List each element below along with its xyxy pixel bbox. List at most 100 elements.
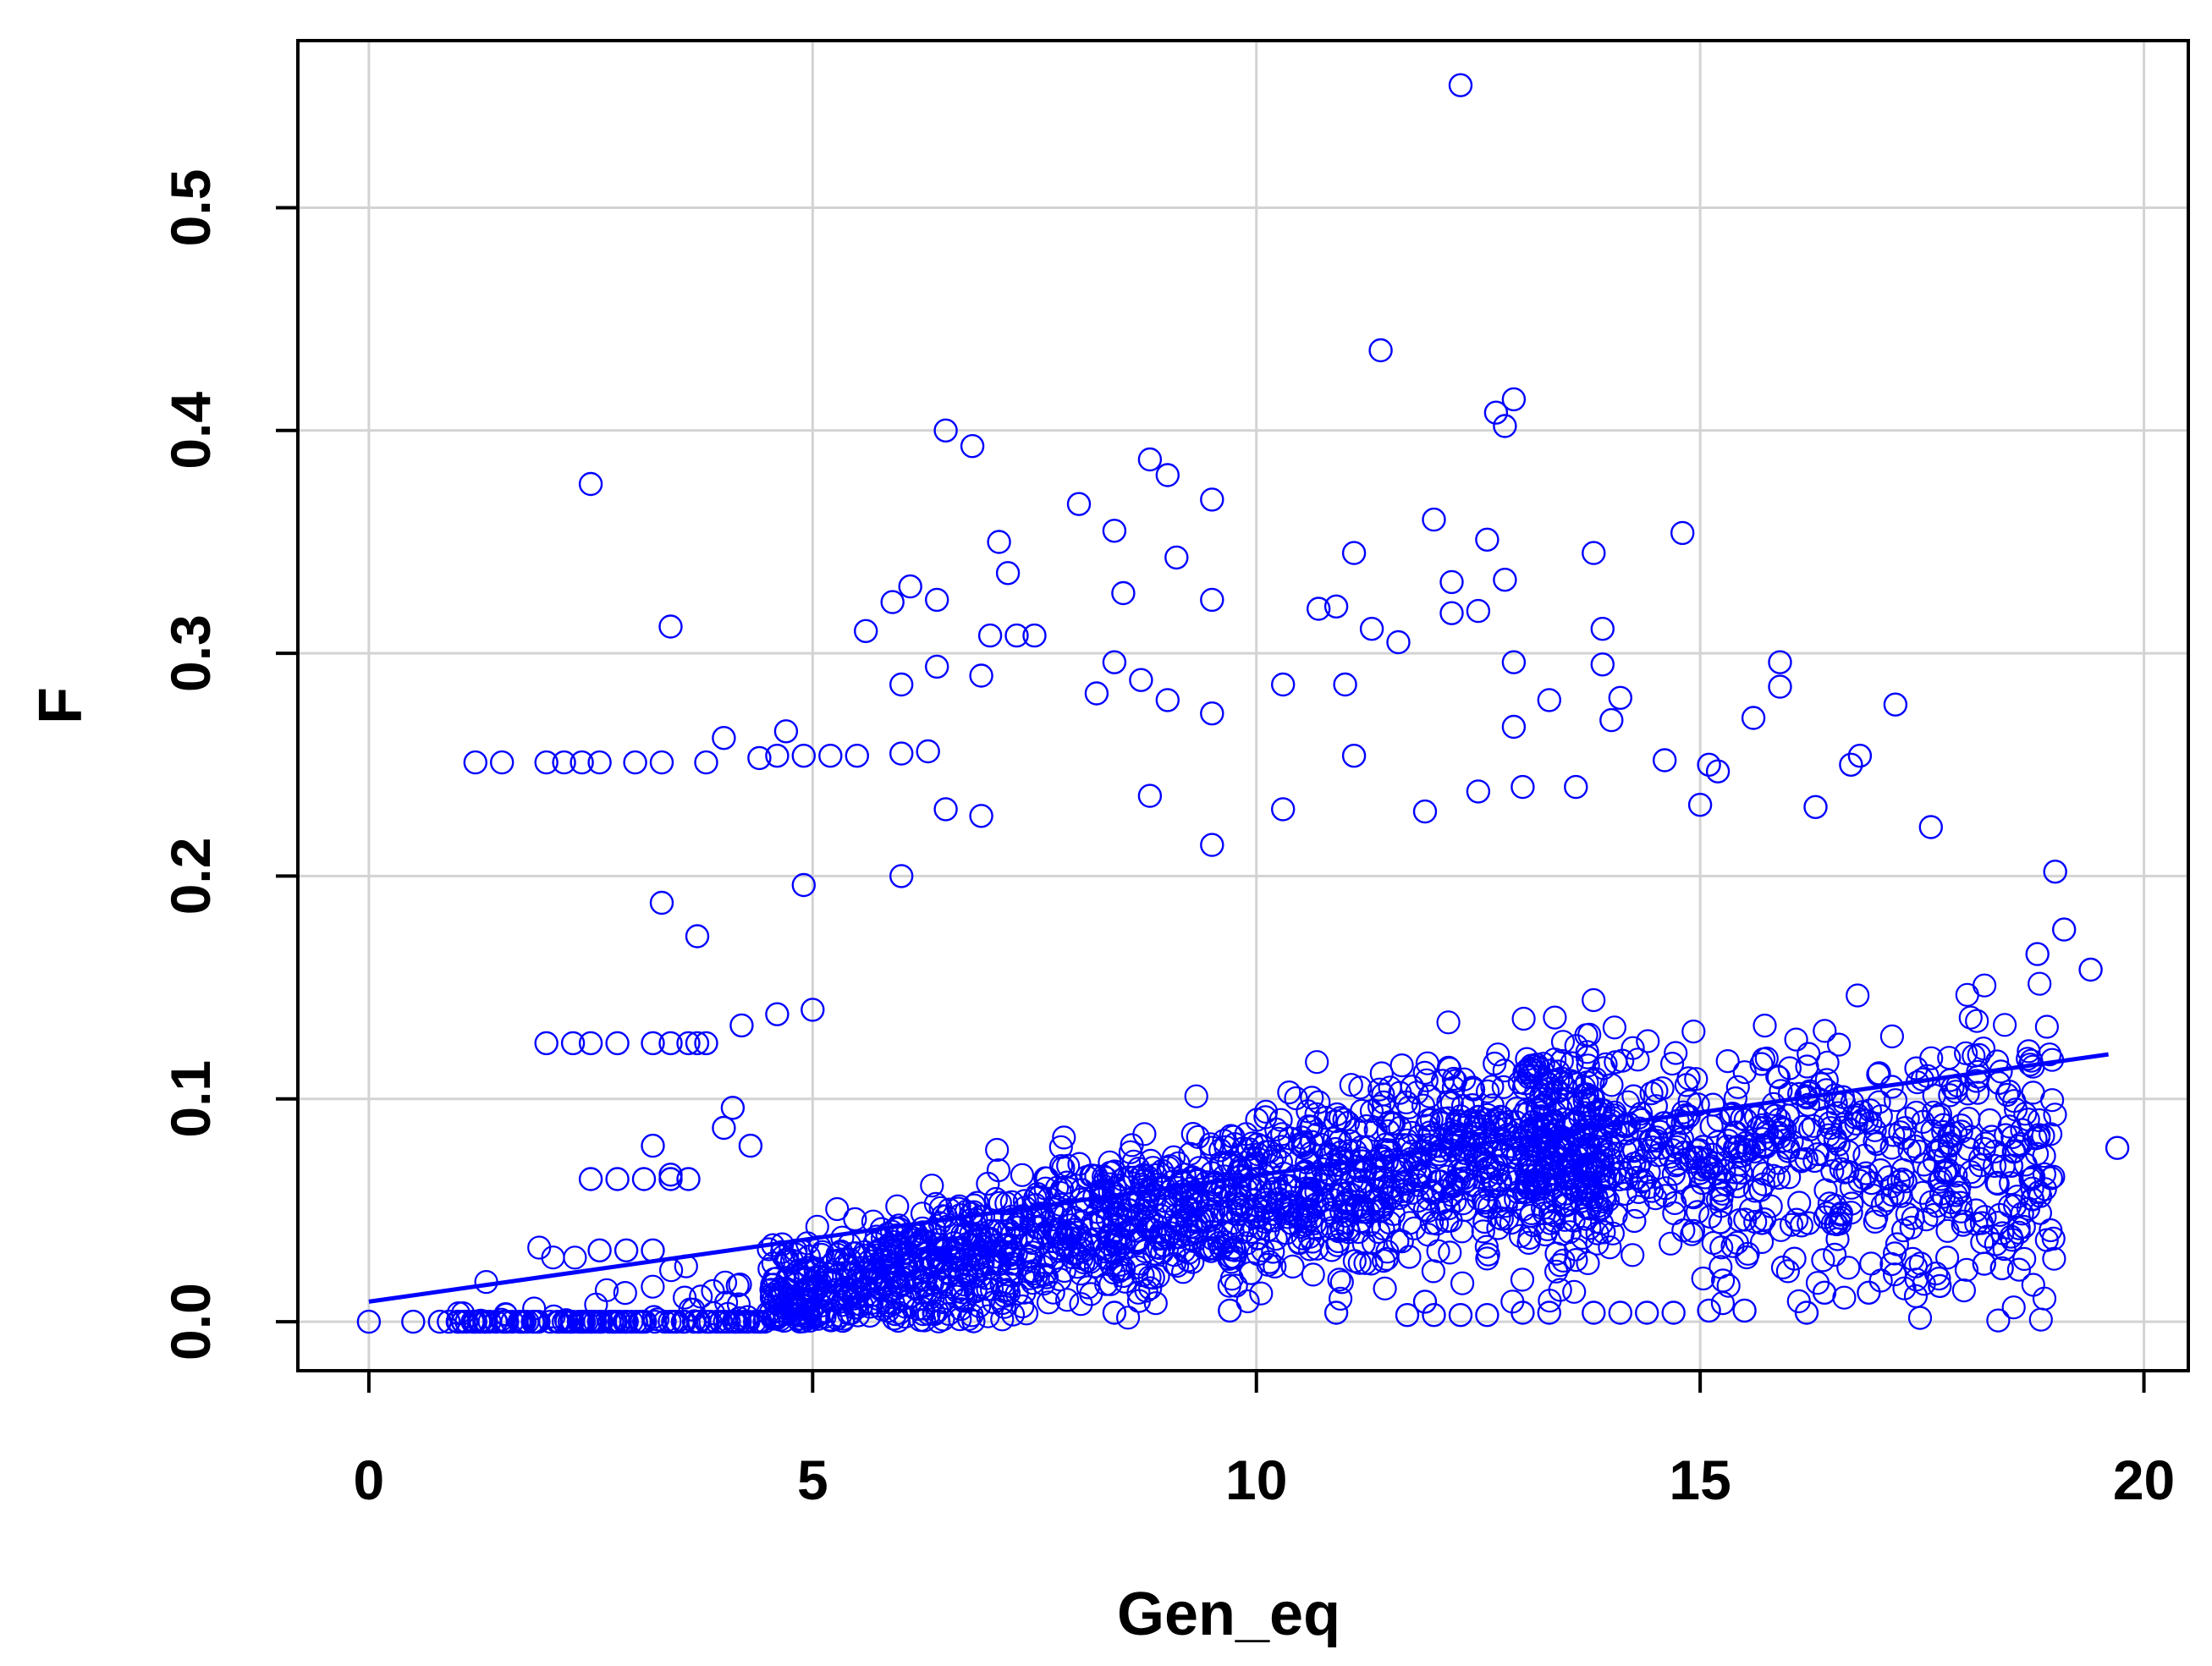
data-point — [1218, 1298, 1242, 1323]
data-point — [1466, 779, 1491, 804]
data-point — [1022, 623, 1047, 648]
data-point — [641, 1133, 665, 1158]
fit-line-group — [368, 1052, 2109, 1304]
data-point — [1847, 744, 1873, 768]
data-point — [1270, 797, 1296, 822]
data-point — [2078, 957, 2103, 982]
data-point — [1341, 744, 1367, 768]
data-point — [552, 750, 576, 775]
data-point — [1608, 1300, 1633, 1325]
data-point — [1386, 630, 1411, 655]
data-point — [1475, 1302, 1499, 1328]
data-point — [1537, 688, 1562, 712]
y-tick-label: 0.1 — [159, 1060, 222, 1138]
data-point — [1368, 338, 1393, 363]
data-point — [1493, 414, 1517, 438]
x-tick-label: 0 — [354, 1449, 385, 1511]
data-point — [1564, 774, 1588, 800]
data-point — [570, 750, 594, 775]
data-point — [1510, 774, 1535, 800]
axes: 0 5 10 15 20 0.0 0.1 0.2 0.3 0.4 0.5 — [159, 169, 2175, 1511]
data-point — [1768, 650, 1792, 674]
data-point — [1687, 793, 1713, 817]
data-point — [649, 750, 674, 775]
data-point — [1129, 668, 1153, 692]
data-point — [1448, 73, 1473, 97]
x-tick-label: 15 — [1669, 1449, 1731, 1511]
data-point — [658, 1163, 683, 1187]
data-point — [1475, 527, 1499, 552]
data-point — [1102, 650, 1127, 674]
data-point — [490, 750, 514, 775]
data-point — [916, 739, 940, 764]
data-point — [791, 744, 816, 768]
data-point — [1634, 1300, 1659, 1325]
data-points — [356, 73, 2130, 1334]
data-point — [1200, 587, 1224, 613]
y-tick-label: 0.0 — [159, 1283, 222, 1361]
data-point — [472, 1309, 497, 1334]
x-axis-label: Gen_eq — [1117, 1581, 1340, 1648]
data-point — [1323, 594, 1349, 619]
data-point — [649, 890, 674, 915]
data-point — [2025, 942, 2050, 966]
data-point — [1333, 672, 1357, 697]
data-point — [1466, 598, 1491, 624]
data-point — [463, 1309, 487, 1334]
data-point — [1439, 569, 1464, 595]
data-point — [765, 744, 790, 768]
fit-line — [368, 1052, 2109, 1304]
data-point — [712, 1115, 736, 1141]
point-cloud-markers — [446, 971, 2067, 1334]
data-point — [1661, 1300, 1686, 1325]
data-point — [889, 741, 914, 766]
data-point — [1741, 706, 1766, 730]
data-point — [685, 924, 710, 948]
data-point — [1084, 681, 1109, 706]
data-point — [560, 1031, 586, 1056]
data-point — [1200, 701, 1224, 726]
data-point — [933, 418, 958, 443]
data-point — [1732, 1298, 1757, 1323]
data-point — [924, 654, 949, 679]
data-point — [791, 872, 816, 898]
data-point — [1812, 1280, 1837, 1306]
data-point — [1448, 1302, 1473, 1328]
data-point — [587, 1238, 612, 1263]
data-point — [1501, 650, 1527, 674]
data-point — [1164, 545, 1189, 570]
data-point — [1670, 520, 1695, 546]
data-point — [2043, 859, 2067, 884]
data-point — [818, 744, 843, 768]
data-point — [1857, 1280, 1881, 1306]
data-point — [641, 1031, 665, 1056]
x-tick-label: 10 — [1225, 1449, 1287, 1511]
data-point — [729, 1013, 754, 1038]
data-point — [587, 750, 612, 775]
data-point — [1323, 1300, 1349, 1325]
point-cloud — [446, 971, 2067, 1334]
data-point — [1422, 1302, 1446, 1328]
data-point — [1501, 387, 1527, 412]
data-point — [578, 1167, 603, 1191]
data-point — [2105, 1135, 2130, 1160]
data-point — [614, 1238, 639, 1263]
data-point — [1137, 784, 1163, 808]
data-point — [738, 1133, 763, 1158]
data-point — [2051, 917, 2077, 942]
data-point — [1200, 487, 1224, 512]
data-point — [960, 434, 985, 459]
data-point — [1537, 1300, 1562, 1325]
data-point — [987, 530, 1011, 554]
data-point — [463, 750, 487, 775]
data-point — [1483, 400, 1509, 425]
data-point — [1582, 541, 1606, 565]
data-point — [720, 1096, 746, 1120]
data-point — [1918, 815, 1944, 839]
data-point — [445, 1309, 470, 1334]
data-point — [1652, 748, 1677, 773]
data-point — [1306, 597, 1331, 621]
data-point — [889, 672, 914, 697]
